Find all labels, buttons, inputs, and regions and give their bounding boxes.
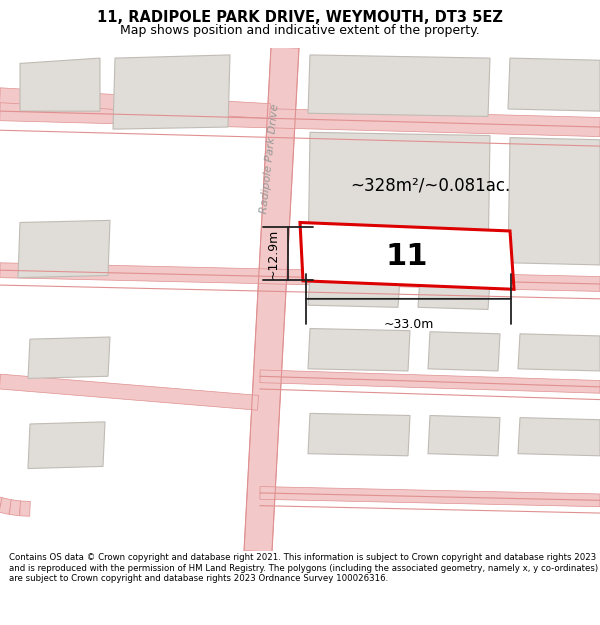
Polygon shape <box>308 55 490 116</box>
Polygon shape <box>10 500 21 516</box>
Polygon shape <box>308 413 410 456</box>
Text: Radipole Park Drive: Radipole Park Drive <box>259 104 281 214</box>
Polygon shape <box>113 55 230 129</box>
Polygon shape <box>0 88 271 119</box>
Text: ~328m²/~0.081ac.: ~328m²/~0.081ac. <box>350 176 510 194</box>
Polygon shape <box>308 329 410 371</box>
Polygon shape <box>0 102 600 137</box>
Polygon shape <box>20 58 100 111</box>
Text: 11, RADIPOLE PARK DRIVE, WEYMOUTH, DT3 5EZ: 11, RADIPOLE PARK DRIVE, WEYMOUTH, DT3 5… <box>97 11 503 26</box>
Text: Contains OS data © Crown copyright and database right 2021. This information is : Contains OS data © Crown copyright and d… <box>9 554 598 583</box>
Polygon shape <box>508 58 600 111</box>
Text: ~33.0m: ~33.0m <box>383 318 434 331</box>
Polygon shape <box>508 138 600 265</box>
Polygon shape <box>260 370 600 393</box>
Polygon shape <box>428 416 500 456</box>
Polygon shape <box>0 498 11 514</box>
Polygon shape <box>518 418 600 456</box>
Text: Map shows position and indicative extent of the property.: Map shows position and indicative extent… <box>120 24 480 37</box>
Polygon shape <box>28 422 105 469</box>
Polygon shape <box>428 332 500 371</box>
Text: 11: 11 <box>386 242 428 271</box>
Text: ~12.9m: ~12.9m <box>267 229 280 279</box>
Polygon shape <box>518 334 600 371</box>
Polygon shape <box>244 47 299 552</box>
Polygon shape <box>260 486 600 507</box>
Polygon shape <box>28 337 110 378</box>
Polygon shape <box>18 221 110 278</box>
Polygon shape <box>308 276 400 308</box>
Polygon shape <box>0 374 259 410</box>
Polygon shape <box>418 278 490 309</box>
Polygon shape <box>0 262 600 291</box>
Polygon shape <box>300 222 514 289</box>
Polygon shape <box>20 501 30 516</box>
Polygon shape <box>308 132 490 267</box>
Polygon shape <box>0 495 2 512</box>
